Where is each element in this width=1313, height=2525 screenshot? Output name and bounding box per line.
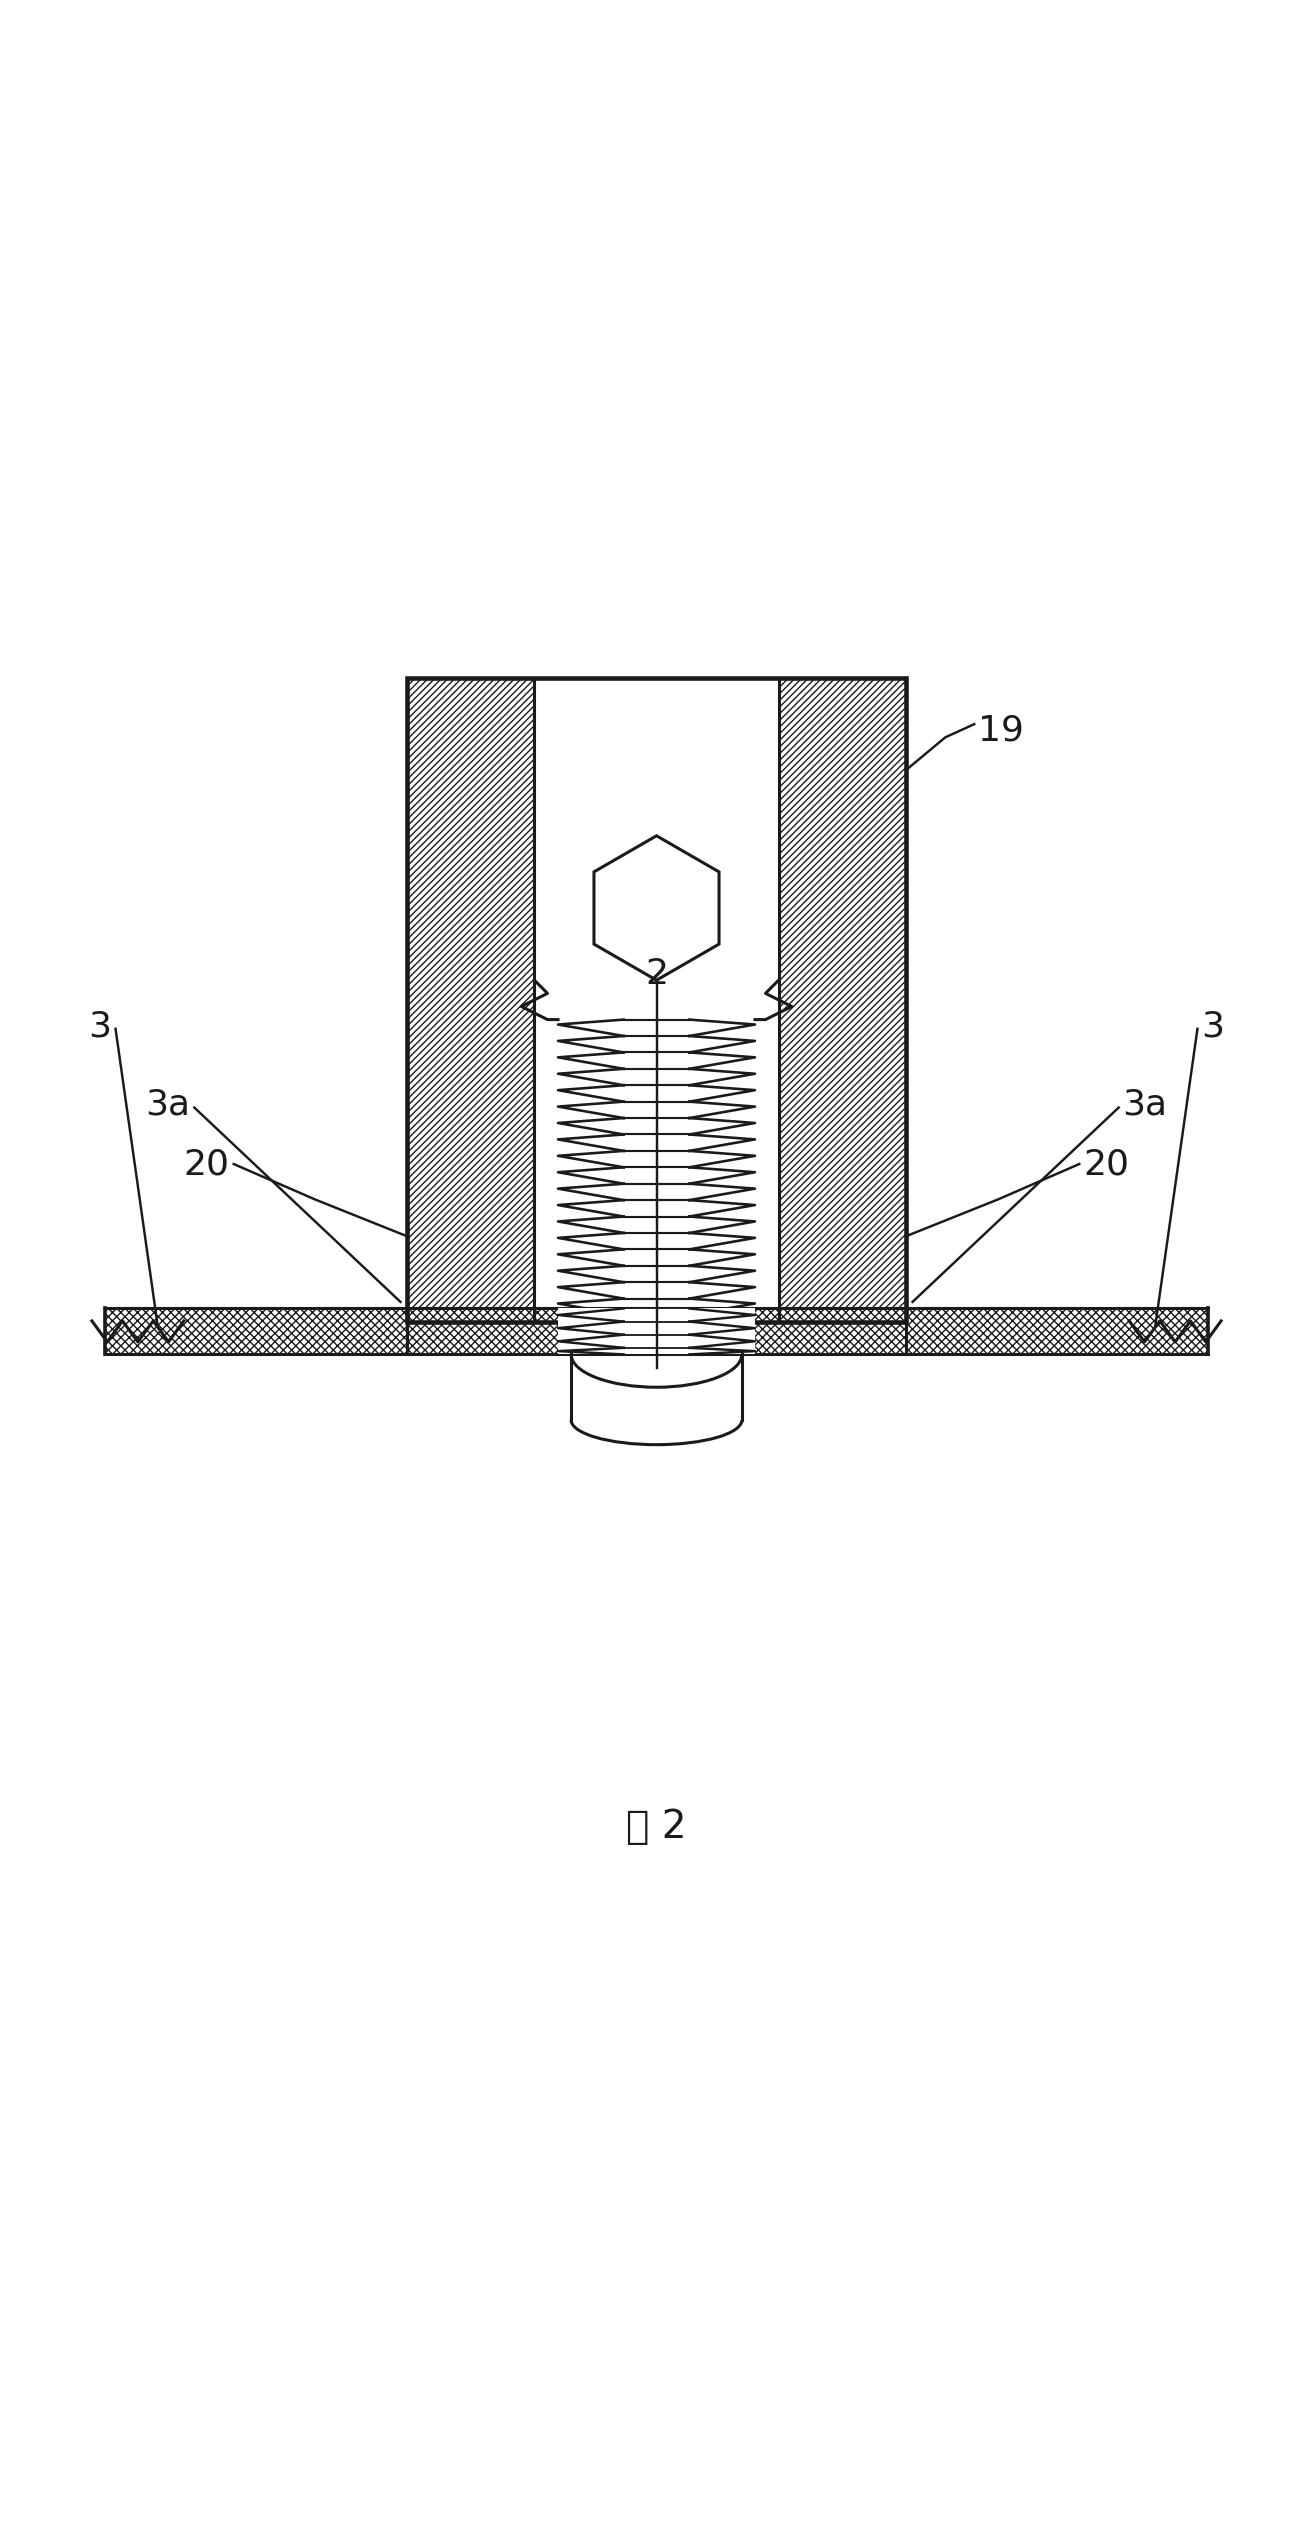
Bar: [407, 1308, 906, 1353]
Bar: [906, 1308, 1208, 1353]
Text: 20: 20: [184, 1146, 230, 1182]
Text: 3a: 3a: [146, 1088, 190, 1121]
Text: 3: 3: [1201, 1010, 1225, 1043]
Bar: [407, 679, 906, 1321]
Bar: [407, 679, 906, 1321]
Bar: [407, 679, 906, 1321]
Text: 19: 19: [978, 715, 1024, 747]
Text: 图 2: 图 2: [626, 1808, 687, 1846]
Text: 20: 20: [1083, 1146, 1129, 1182]
Text: 2: 2: [645, 957, 668, 990]
Text: 3: 3: [88, 1010, 112, 1043]
Bar: [105, 1308, 1208, 1353]
Polygon shape: [593, 836, 720, 980]
Bar: [534, 679, 779, 1321]
Bar: [558, 1308, 755, 1353]
Bar: [558, 1020, 755, 1348]
Bar: [105, 1308, 407, 1353]
Text: 3a: 3a: [1123, 1088, 1167, 1121]
